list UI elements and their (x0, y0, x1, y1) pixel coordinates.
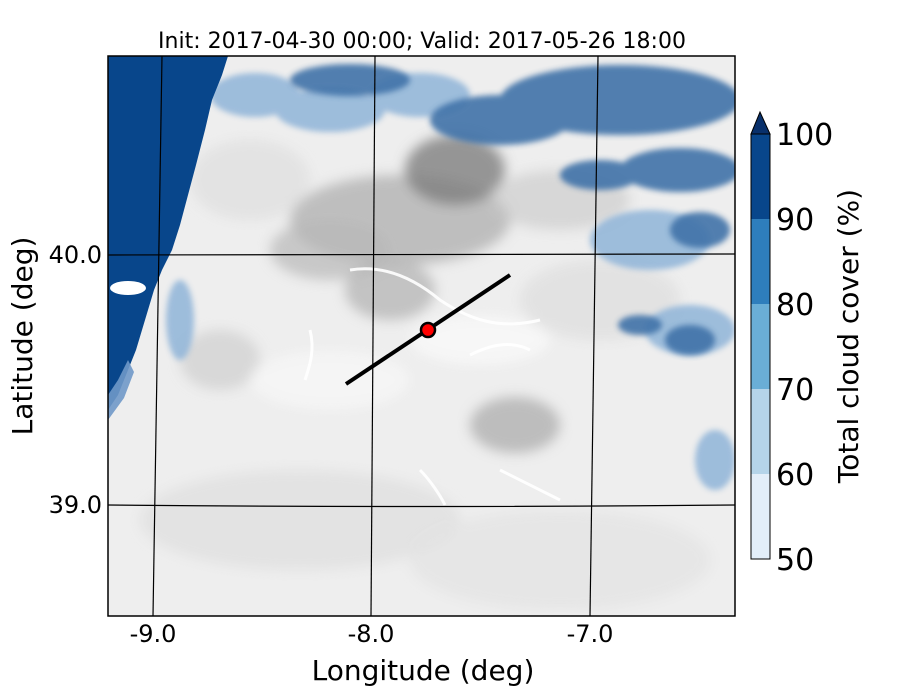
x-tick-labels: -9.0 -8.0 -7.0 (130, 620, 614, 648)
colorbar-segment (751, 474, 770, 559)
x-axis-label: Longitude (deg) (312, 654, 535, 687)
colorbar-segment (751, 219, 770, 304)
rivers (303, 267, 561, 506)
graticule (108, 56, 735, 616)
colorbar-tick-label: 50 (776, 543, 814, 578)
y-tick-labels: 40.0 39.0 (49, 241, 102, 519)
coastal-cloud-band (108, 360, 134, 420)
y-axis-label: Latitude (deg) (6, 237, 39, 436)
coastal-lagoon (110, 281, 146, 295)
x-tick-label: -8.0 (348, 620, 395, 648)
colorbar: 50 60 70 80 90 100 Total cloud cover (%) (750, 110, 865, 578)
cloud-cover-dense (290, 64, 735, 355)
colorbar-tick-label: 90 (776, 203, 814, 238)
colorbar-extend-arrow (750, 110, 771, 135)
colorbar-segment (751, 304, 770, 389)
colorbar-segment (751, 134, 770, 219)
y-tick-label: 40.0 (49, 241, 102, 269)
parallel-line (108, 253, 735, 256)
location-marker (419, 321, 437, 339)
colorbar-tick-label: 70 (776, 373, 814, 408)
y-tick-label: 39.0 (49, 491, 102, 519)
colorbar-tick-label: 60 (776, 458, 814, 493)
meridian-line (370, 56, 376, 616)
parallel-line (108, 504, 735, 508)
map-panel (108, 56, 735, 616)
colorbar-label: Total cloud cover (%) (832, 189, 865, 484)
meridian-line (589, 56, 599, 616)
colorbar-frame (750, 133, 771, 560)
x-tick-label: -7.0 (567, 620, 614, 648)
meridian-line (152, 56, 163, 616)
map-title: Init: 2017-04-30 00:00; Valid: 2017-05-2… (158, 29, 686, 54)
colorbar-segment (751, 389, 770, 474)
colorbar-tick-label: 80 (776, 288, 814, 323)
colorbar-tick-label: 100 (776, 118, 833, 153)
x-tick-label: -9.0 (130, 620, 177, 648)
colorbar-segments (751, 134, 770, 559)
ocean (108, 56, 228, 410)
colorbar-ticks: 50 60 70 80 90 100 (776, 118, 833, 578)
map-frame (107, 55, 736, 617)
